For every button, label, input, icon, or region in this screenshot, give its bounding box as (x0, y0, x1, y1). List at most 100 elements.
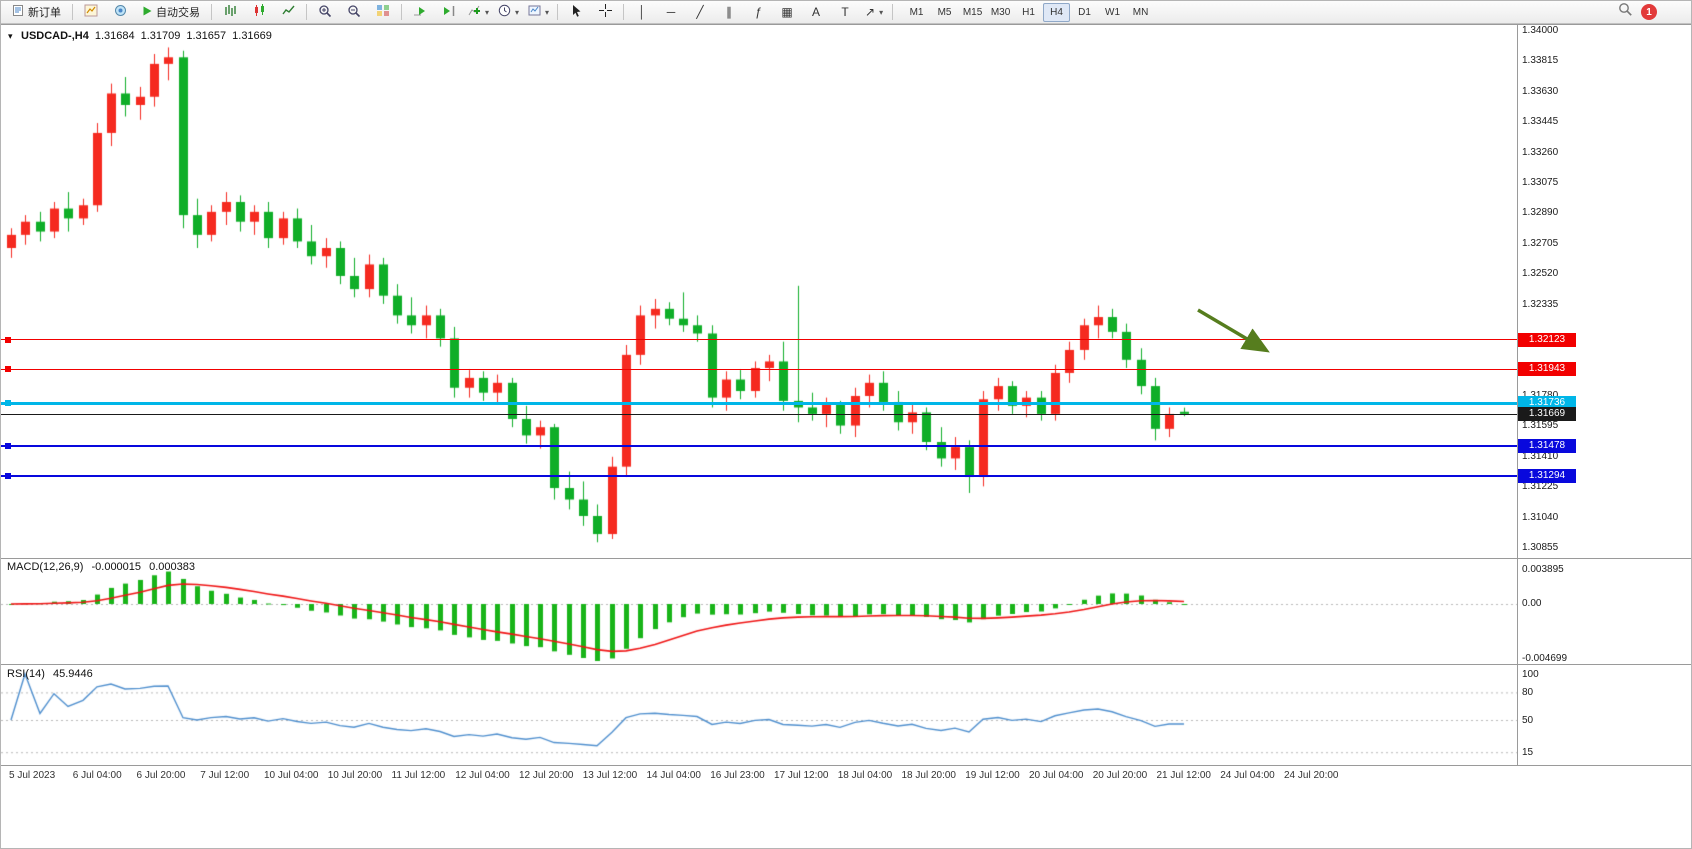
periods-button[interactable]: ▾ (494, 2, 523, 23)
horizontal-line-object[interactable] (1, 339, 1517, 341)
timeframe-w1-button[interactable]: W1 (1105, 6, 1121, 18)
search-icon[interactable] (1618, 2, 1633, 22)
fibonacci-button[interactable]: ƒ (744, 2, 772, 23)
time-axis-label: 16 Jul 23:00 (710, 770, 765, 781)
horizontal-line-object[interactable] (1, 474, 1517, 477)
zoom-in-icon (318, 4, 332, 21)
tile-windows-icon (376, 4, 390, 20)
zoom-out-button[interactable] (340, 2, 368, 23)
chart-low-value: 1.31657 (186, 30, 227, 42)
text-icon: A (812, 5, 821, 19)
toolbar-separator (557, 4, 559, 20)
candlestick-button[interactable] (245, 2, 273, 23)
time-axis-label: 12 Jul 04:00 (455, 770, 510, 781)
horizontal-line-object[interactable] (1, 401, 1517, 405)
dropdown-caret-icon: ▾ (545, 7, 550, 17)
panel-separator (1, 24, 1691, 25)
time-axis-label: 7 Jul 12:00 (200, 770, 250, 781)
timeframe-d1-button[interactable]: D1 (1078, 6, 1091, 18)
auto-scroll-button[interactable] (406, 2, 434, 23)
macd-name: MACD(12,26,9) (7, 561, 84, 573)
arrow-object-icon: ↗ (865, 5, 876, 19)
toolbar-separator (892, 4, 894, 20)
auto-trading-button[interactable]: 自动交易 (135, 2, 207, 23)
templates-button[interactable]: ▾ (524, 2, 553, 23)
candlestick-icon (253, 4, 266, 20)
grid-button[interactable]: ▦ (773, 2, 801, 23)
timeframe-m30-button[interactable]: M30 (990, 6, 1011, 18)
trend-arrow-annotation[interactable] (1193, 303, 1285, 365)
line-anchor-handle[interactable] (5, 366, 11, 373)
horizontal-line-button[interactable]: ─ (657, 2, 685, 23)
horizontal-line-object[interactable] (1, 368, 1517, 370)
new-chart-icon (84, 4, 98, 20)
toolbar-separator (623, 4, 625, 20)
fibonacci-icon: ƒ (754, 5, 762, 19)
line-anchor-handle[interactable] (5, 472, 11, 479)
time-axis-label: 20 Jul 20:00 (1092, 770, 1148, 781)
time-axis-border (1, 765, 1691, 766)
line-chart-icon (281, 4, 295, 20)
template-icon (528, 4, 541, 20)
new-chart-button[interactable] (77, 2, 105, 23)
arrows-button[interactable]: ↗ ▾ (860, 2, 888, 23)
price-scale-area[interactable] (1518, 25, 1578, 765)
text-button[interactable]: A (802, 2, 830, 23)
time-axis-label: 24 Jul 20:00 (1284, 770, 1339, 781)
chart-open-value: 1.31684 (94, 30, 135, 42)
horizontal-line-object[interactable] (1, 444, 1517, 447)
trendline-button[interactable]: ╱ (686, 2, 714, 23)
timeframe-h4-button[interactable]: H4 (1043, 2, 1071, 22)
new-order-icon (12, 4, 25, 20)
channel-button[interactable]: ∥ (715, 2, 743, 23)
price-chart-canvas[interactable] (1, 25, 1517, 559)
timeframe-m5-button[interactable]: M5 (937, 6, 952, 18)
text-label-button[interactable]: T (831, 2, 859, 23)
line-anchor-handle[interactable] (5, 400, 11, 407)
panel-separator[interactable] (1, 664, 1691, 665)
macd-canvas[interactable] (1, 559, 1517, 665)
rsi-canvas[interactable] (1, 665, 1517, 765)
indicators-button[interactable]: ▾ (464, 2, 493, 23)
horizontal-line-icon: ─ (666, 5, 676, 19)
chart-close-value: 1.31669 (232, 30, 272, 42)
bar-chart-icon (224, 4, 237, 20)
panel-separator[interactable] (1, 558, 1691, 559)
chart-shift-icon (442, 5, 456, 20)
price-chart-panel (1, 25, 1517, 559)
chart-shift-button[interactable] (435, 2, 463, 23)
one-click-trading-toggle[interactable]: ▾ (8, 31, 13, 41)
trendline-icon: ╱ (696, 5, 704, 19)
tile-windows-button[interactable] (369, 2, 397, 23)
profiles-button[interactable] (106, 2, 134, 23)
line-anchor-handle[interactable] (5, 336, 11, 343)
bar-chart-button[interactable] (216, 2, 244, 23)
time-axis-label: 14 Jul 04:00 (646, 770, 702, 781)
dropdown-caret-icon: ▾ (515, 7, 520, 17)
profiles-icon (114, 4, 127, 20)
notification-badge[interactable]: 1 (1641, 4, 1657, 20)
zoom-in-button[interactable] (311, 2, 339, 23)
time-axis-label: 18 Jul 04:00 (837, 770, 893, 781)
cursor-button[interactable] (562, 2, 590, 23)
macd-label: MACD(12,26,9) -0.000015 0.000383 (7, 561, 195, 573)
time-axis-label: 17 Jul 12:00 (774, 770, 829, 781)
line-chart-button[interactable] (274, 2, 302, 23)
toolbar-right: 1 (1618, 2, 1689, 22)
timeframe-h1-button[interactable]: H1 (1022, 6, 1035, 18)
indicators-icon (468, 4, 481, 20)
timeframe-m15-button[interactable]: M15 (962, 6, 983, 18)
line-anchor-handle[interactable] (5, 442, 11, 449)
channel-icon: ∥ (726, 5, 733, 19)
new-order-button[interactable]: 新订单 (5, 2, 68, 23)
vertical-line-button[interactable]: │ (628, 2, 656, 23)
timeframe-m1-button[interactable]: M1 (909, 6, 924, 18)
rsi-panel (1, 665, 1517, 765)
time-axis-label: 12 Jul 20:00 (519, 770, 574, 781)
crosshair-button[interactable] (591, 2, 619, 23)
timeframe-mn-button[interactable]: MN (1132, 6, 1149, 18)
toolbar-separator (72, 4, 73, 20)
auto-scroll-icon (413, 5, 427, 20)
time-axis-label: 6 Jul 04:00 (72, 770, 122, 781)
chart-symbol-period: USDCAD-,H4 (21, 30, 89, 42)
